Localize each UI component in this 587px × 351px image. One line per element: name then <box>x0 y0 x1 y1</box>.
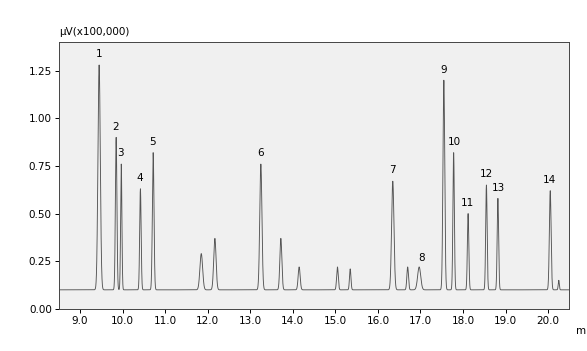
Text: 13: 13 <box>492 183 505 193</box>
Text: 14: 14 <box>543 175 556 185</box>
Text: 7: 7 <box>389 166 396 176</box>
Text: 6: 6 <box>257 148 264 158</box>
Text: 10: 10 <box>448 137 461 147</box>
Text: 4: 4 <box>137 173 143 183</box>
Text: min: min <box>576 325 587 336</box>
Text: 3: 3 <box>117 148 124 158</box>
Text: 12: 12 <box>480 169 492 179</box>
Text: 9: 9 <box>440 65 447 74</box>
Text: 2: 2 <box>113 122 119 132</box>
Text: 8: 8 <box>419 253 425 263</box>
Text: 5: 5 <box>150 137 156 147</box>
Text: μV(x100,000): μV(x100,000) <box>59 27 129 37</box>
Text: 11: 11 <box>461 198 474 208</box>
Text: 1: 1 <box>96 49 103 59</box>
